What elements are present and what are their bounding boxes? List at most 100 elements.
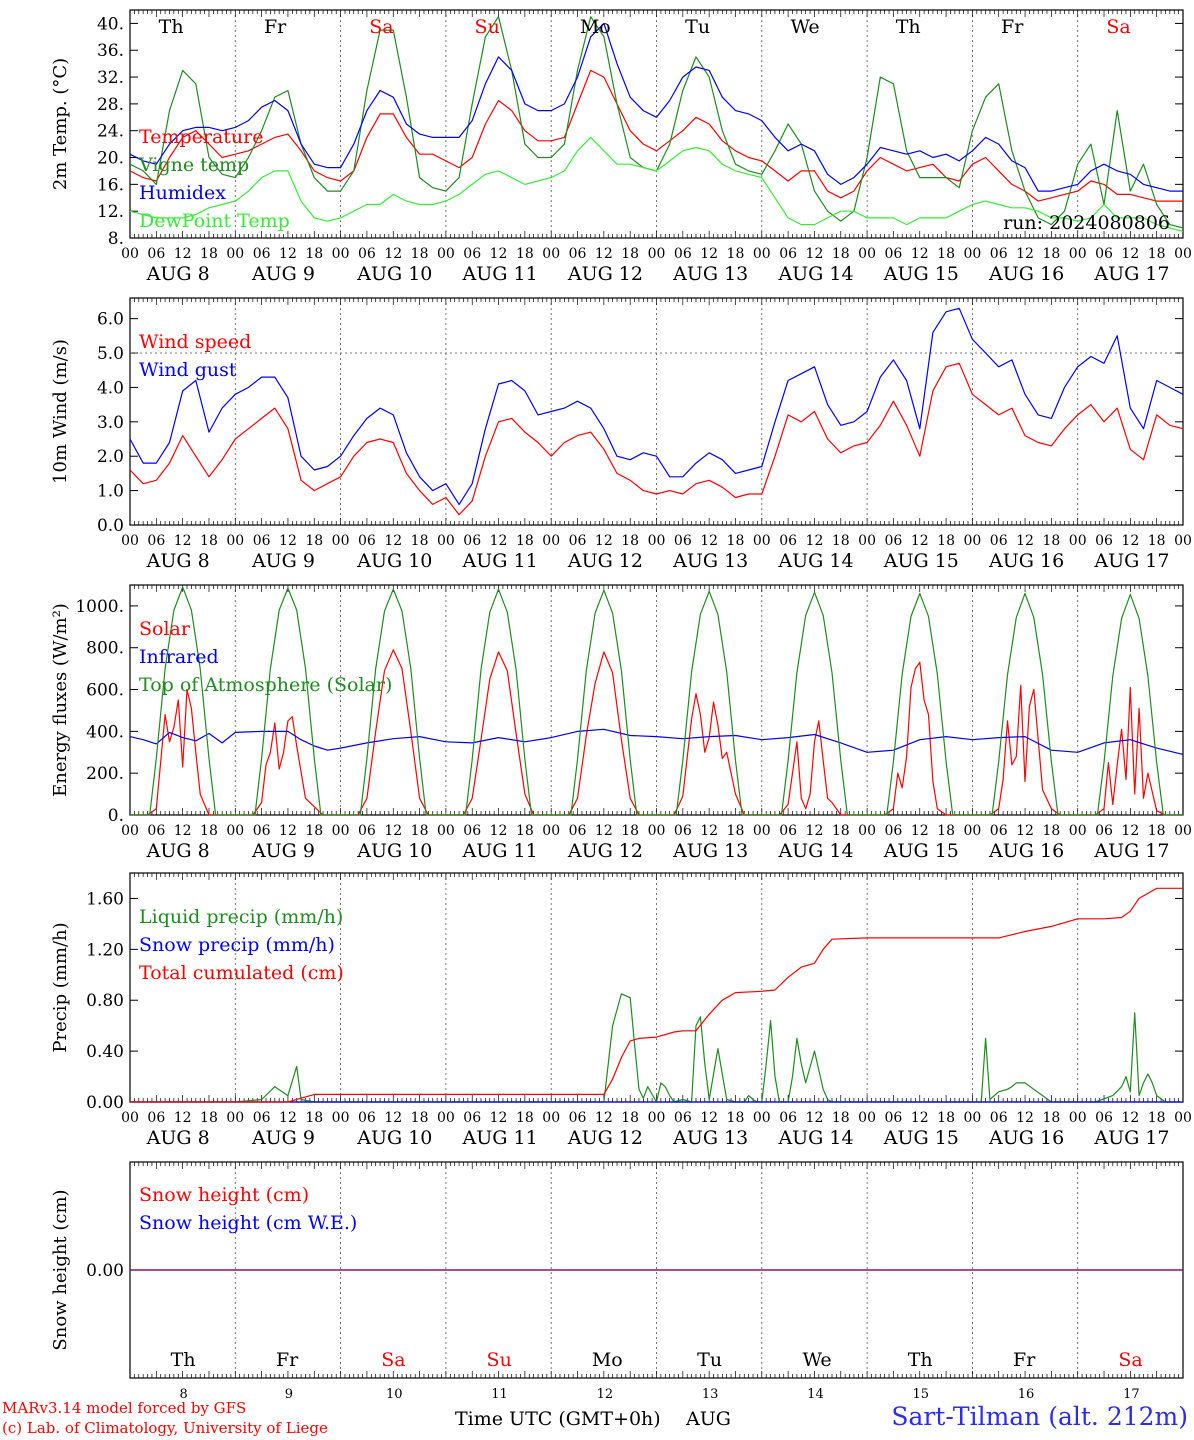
hour-tick-label: 18 — [1042, 533, 1060, 549]
y-tick-label: 4.0 — [97, 378, 124, 398]
hour-tick-label: 18 — [411, 823, 429, 839]
hour-tick-label: 18 — [200, 1110, 218, 1126]
hour-tick-label: 12 — [806, 246, 824, 262]
series-line-liquid-precip-mm-h- — [130, 993, 1183, 1103]
hour-tick-label: 18 — [411, 246, 429, 262]
hour-tick-label: 00 — [437, 823, 455, 839]
hour-tick-label: 06 — [885, 1110, 903, 1126]
day-number-label: 12 — [597, 1387, 614, 1402]
hour-tick-label: 06 — [779, 823, 797, 839]
y-tick-label: 1.0 — [97, 482, 124, 502]
hour-tick-label: 06 — [674, 246, 692, 262]
hour-tick-label: 12 — [700, 1110, 718, 1126]
y-tick-label: 1.60 — [86, 889, 124, 909]
day-of-week-label: Sa — [1106, 16, 1130, 38]
hour-tick-label: 06 — [674, 1110, 692, 1126]
panel-wind: 0.0 1.0 2.0 3.0 4.0 5.0 6.0 10m Wind (m/s) Wind … — [50, 297, 1192, 572]
date-label: AUG 16 — [988, 263, 1064, 285]
hour-tick-label: 06 — [358, 823, 376, 839]
day-of-week-label: Su — [487, 1349, 512, 1371]
date-label: AUG 8 — [146, 263, 210, 285]
date-label: AUG 11 — [462, 550, 538, 572]
legend-entry: Temperature — [139, 126, 263, 148]
hour-tick-label: 06 — [358, 1110, 376, 1126]
y-tick-label: 0.40 — [86, 1042, 124, 1062]
hour-tick-label: 06 — [885, 533, 903, 549]
hour-tick-label: 12 — [174, 533, 192, 549]
hour-tick-label: 00 — [332, 246, 350, 262]
hour-tick-label: 00 — [1174, 533, 1192, 549]
hour-tick-label: 18 — [937, 823, 955, 839]
hour-tick-label: 06 — [569, 1110, 587, 1126]
hour-tick-label: 00 — [542, 823, 560, 839]
day-of-week-label: We — [790, 16, 819, 38]
y-tick-label: 6.0 — [97, 310, 124, 330]
hour-tick-label: 00 — [332, 823, 350, 839]
date-label: AUG 11 — [462, 263, 538, 285]
day-number-label: 14 — [807, 1387, 824, 1402]
date-label: AUG 10 — [356, 1127, 432, 1149]
hour-tick-label: 18 — [937, 533, 955, 549]
series-line-humidex — [129, 22, 1183, 192]
hour-tick-label: 00 — [437, 1110, 455, 1126]
hour-tick-label: 06 — [1095, 1110, 1113, 1126]
date-label: AUG 10 — [356, 263, 432, 285]
hour-tick-label: 06 — [990, 823, 1008, 839]
hour-tick-label: 00 — [437, 533, 455, 549]
hour-tick-label: 06 — [569, 246, 587, 262]
hour-tick-label: 12 — [806, 533, 824, 549]
hour-tick-label: 00 — [858, 823, 876, 839]
day-of-week-label: Th — [896, 16, 921, 38]
hour-tick-label: 00 — [542, 1110, 560, 1126]
day-number-label: 9 — [285, 1387, 293, 1402]
date-label: AUG 13 — [672, 840, 748, 862]
series-line-total-cumulated-cm- — [130, 887, 1183, 1103]
hour-tick-label: 00 — [963, 246, 981, 262]
date-label: AUG 15 — [883, 1127, 959, 1149]
day-of-week-label: Sa — [1118, 1349, 1142, 1371]
hour-tick-label: 18 — [516, 1110, 534, 1126]
date-label: AUG 9 — [251, 550, 315, 572]
day-of-week-label: Tu — [697, 1349, 722, 1371]
y-tick-label: 1.20 — [86, 940, 124, 960]
y-tick-label: 200. — [86, 764, 124, 784]
hour-tick-label: 00 — [858, 246, 876, 262]
date-label: AUG 9 — [251, 840, 315, 862]
hour-tick-label: 00 — [1174, 1110, 1192, 1126]
date-label: AUG 17 — [1093, 263, 1169, 285]
hour-tick-label: 12 — [911, 823, 929, 839]
y-tick-label: 0.0 — [97, 516, 124, 536]
date-label: AUG 14 — [777, 263, 853, 285]
hour-tick-label: 06 — [463, 533, 481, 549]
hour-tick-label: 06 — [885, 823, 903, 839]
date-label: AUG 8 — [146, 1127, 210, 1149]
hour-tick-label: 00 — [1069, 246, 1087, 262]
hour-tick-label: 00 — [648, 823, 666, 839]
day-of-week-label: Sa — [369, 16, 393, 38]
y-tick-label: 24. — [97, 122, 124, 142]
date-label: AUG 13 — [672, 263, 748, 285]
day-number-label: 11 — [491, 1387, 508, 1402]
hour-tick-label: 00 — [648, 1110, 666, 1126]
hour-tick-label: 12 — [700, 823, 718, 839]
y-tick-label: 800. — [86, 639, 124, 659]
hour-tick-label: 18 — [1148, 823, 1166, 839]
day-of-week-label: Su — [475, 16, 500, 38]
date-label: AUG 12 — [567, 263, 643, 285]
hour-tick-label: 18 — [1148, 246, 1166, 262]
hour-tick-label: 06 — [779, 533, 797, 549]
y-tick-label: 40. — [97, 14, 124, 34]
y-tick-label: 28. — [97, 95, 124, 115]
hour-tick-label: 12 — [595, 1110, 613, 1126]
hour-tick-label: 18 — [516, 533, 534, 549]
date-label: AUG 14 — [777, 550, 853, 572]
hour-tick-label: 00 — [542, 533, 560, 549]
date-label: AUG 9 — [251, 263, 315, 285]
y-tick-label: 8. — [108, 229, 124, 249]
month-label: AUG — [685, 1408, 731, 1430]
legend-entry: Liquid precip (mm/h) — [139, 906, 343, 928]
hour-tick-label: 12 — [490, 823, 508, 839]
legend-entry: Infrared — [139, 646, 219, 668]
hour-tick-label: 00 — [121, 246, 139, 262]
hour-tick-label: 06 — [569, 823, 587, 839]
